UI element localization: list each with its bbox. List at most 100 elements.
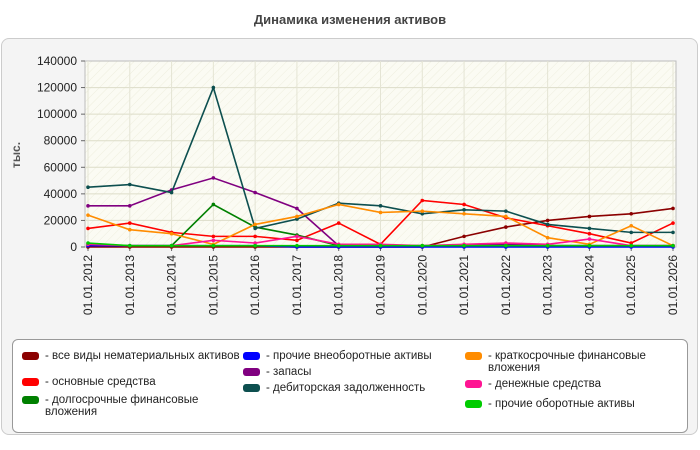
series-group — [86, 241, 675, 248]
y-tick-label: 60000 — [44, 160, 78, 174]
data-point — [629, 223, 634, 228]
data-point — [253, 190, 257, 195]
data-point — [127, 227, 132, 232]
data-point — [86, 213, 90, 217]
data-point — [127, 243, 132, 248]
data-point — [86, 226, 90, 231]
data-point — [462, 208, 466, 212]
data-point — [629, 230, 634, 235]
data-point — [462, 211, 466, 216]
x-tick-label: 01.01.2021 — [457, 255, 471, 315]
data-point — [86, 185, 90, 190]
data-point — [629, 241, 634, 245]
x-tick-label: 01.01.2024 — [582, 255, 596, 315]
data-point — [169, 243, 174, 248]
series-group — [86, 202, 675, 248]
data-point — [211, 243, 216, 248]
chart-legend: - все виды нематериальных активов - осно… — [12, 339, 688, 433]
x-tick-label: 01.01.2026 — [666, 255, 680, 315]
data-point — [504, 214, 508, 219]
data-point — [211, 176, 216, 180]
data-point — [336, 221, 341, 225]
legend-swatch — [22, 352, 39, 360]
legend-label: - прочие внеоборотные активы — [266, 350, 432, 362]
data-point — [629, 211, 634, 216]
data-point — [127, 182, 132, 187]
series-group — [86, 85, 675, 235]
data-point — [86, 204, 90, 208]
y-tick-label: 120000 — [37, 81, 77, 95]
data-point — [504, 243, 508, 248]
legend-label: - краткосрочные финансовые вложения — [488, 350, 646, 374]
data-point — [295, 217, 299, 221]
data-point — [336, 243, 341, 248]
data-point — [253, 243, 257, 248]
data-point — [211, 85, 216, 90]
legend-label: - основные средства — [45, 376, 156, 388]
data-point — [545, 243, 550, 248]
x-axis-ticks: 01.01.2012 01.01.2013 01.01.2014 01.01.2015… — [81, 247, 680, 315]
data-point — [587, 237, 592, 241]
chart-title: Динамика изменения активов — [253, 12, 447, 27]
data-point — [211, 234, 216, 239]
data-point — [462, 202, 466, 207]
x-tick-label: 01.01.2025 — [624, 255, 638, 315]
y-axis-ticks: 0 20000 40000 60000 80000 100000 120000 140000 — [37, 54, 85, 254]
grid-lines — [85, 61, 676, 247]
x-tick-label: 01.01.2014 — [165, 255, 179, 315]
data-point — [253, 241, 257, 245]
data-point — [462, 234, 466, 239]
data-point — [295, 234, 299, 239]
data-point — [671, 206, 675, 211]
data-point — [295, 206, 299, 211]
data-point — [169, 190, 174, 195]
data-point — [671, 221, 675, 225]
legend-label: - прочие оборотные активы — [488, 398, 635, 410]
data-point — [545, 235, 550, 240]
y-tick-label: 140000 — [37, 54, 77, 68]
legend-swatch — [22, 396, 39, 404]
data-point — [545, 222, 550, 227]
legend-label: - денежные средства — [488, 378, 602, 390]
data-point — [587, 214, 592, 219]
data-point — [253, 222, 257, 227]
data-point — [420, 211, 425, 216]
data-point — [211, 238, 216, 243]
data-point — [295, 214, 299, 219]
data-point — [587, 243, 592, 248]
series-lines — [86, 85, 675, 249]
legend-label: - все виды нематериальных активов — [45, 350, 240, 362]
legend-swatch — [465, 352, 482, 360]
data-point — [169, 231, 174, 236]
y-tick-label: 40000 — [44, 187, 78, 201]
x-tick-label: 01.01.2016 — [248, 255, 262, 315]
data-point — [504, 241, 508, 245]
data-point — [504, 225, 508, 229]
data-point — [587, 226, 592, 231]
x-tick-label: 01.01.2019 — [374, 255, 388, 315]
legend-swatch — [243, 368, 260, 376]
data-point — [671, 230, 675, 235]
legend-swatch — [243, 352, 260, 360]
data-point — [211, 202, 216, 207]
y-tick-label: 100000 — [37, 107, 77, 121]
x-tick-label: 01.01.2015 — [206, 255, 220, 315]
data-point — [253, 234, 257, 239]
legend-swatch — [465, 380, 482, 388]
y-tick-label: 20000 — [44, 213, 78, 227]
data-point — [127, 221, 132, 225]
legend-swatch — [243, 384, 260, 392]
data-point — [420, 209, 425, 213]
legend-label: - дебиторская задолженность — [266, 382, 426, 394]
data-point — [587, 231, 592, 236]
y-tick-label: 0 — [70, 240, 77, 254]
y-axis-label: тыс. — [9, 142, 23, 168]
x-tick-label: 01.01.2018 — [332, 255, 346, 315]
data-point — [629, 243, 634, 248]
data-point — [378, 210, 383, 215]
data-point — [295, 238, 299, 243]
chart-plot: 020000400006000080000100000120000140000 … — [9, 54, 680, 315]
data-point — [420, 198, 425, 203]
legend-label: - долгосрочные финансовые вложения — [45, 394, 199, 418]
data-point — [336, 202, 341, 207]
